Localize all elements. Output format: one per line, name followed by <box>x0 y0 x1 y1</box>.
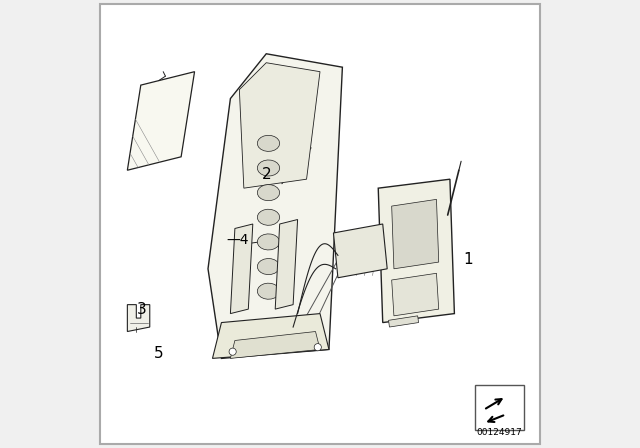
FancyBboxPatch shape <box>100 4 540 444</box>
Polygon shape <box>257 135 280 151</box>
Polygon shape <box>257 283 280 299</box>
Polygon shape <box>212 314 329 358</box>
Circle shape <box>229 348 236 355</box>
Polygon shape <box>239 63 320 188</box>
Polygon shape <box>127 72 195 170</box>
Polygon shape <box>392 199 439 269</box>
Polygon shape <box>208 54 342 358</box>
Polygon shape <box>333 224 387 278</box>
Text: 5: 5 <box>154 346 164 362</box>
Polygon shape <box>275 220 298 309</box>
Polygon shape <box>230 332 320 358</box>
Polygon shape <box>392 273 439 316</box>
Circle shape <box>314 344 321 351</box>
Text: 2: 2 <box>262 167 271 182</box>
Polygon shape <box>378 179 454 323</box>
Polygon shape <box>257 160 280 176</box>
Text: 00124917: 00124917 <box>476 428 522 437</box>
Polygon shape <box>257 185 280 201</box>
Polygon shape <box>257 209 280 225</box>
FancyBboxPatch shape <box>475 385 524 430</box>
Text: 3: 3 <box>136 302 146 317</box>
Polygon shape <box>257 234 280 250</box>
Polygon shape <box>127 305 150 332</box>
Polygon shape <box>388 316 419 327</box>
Text: 1: 1 <box>463 252 473 267</box>
Text: —4: —4 <box>226 233 248 247</box>
Polygon shape <box>230 224 253 314</box>
Polygon shape <box>257 258 280 275</box>
